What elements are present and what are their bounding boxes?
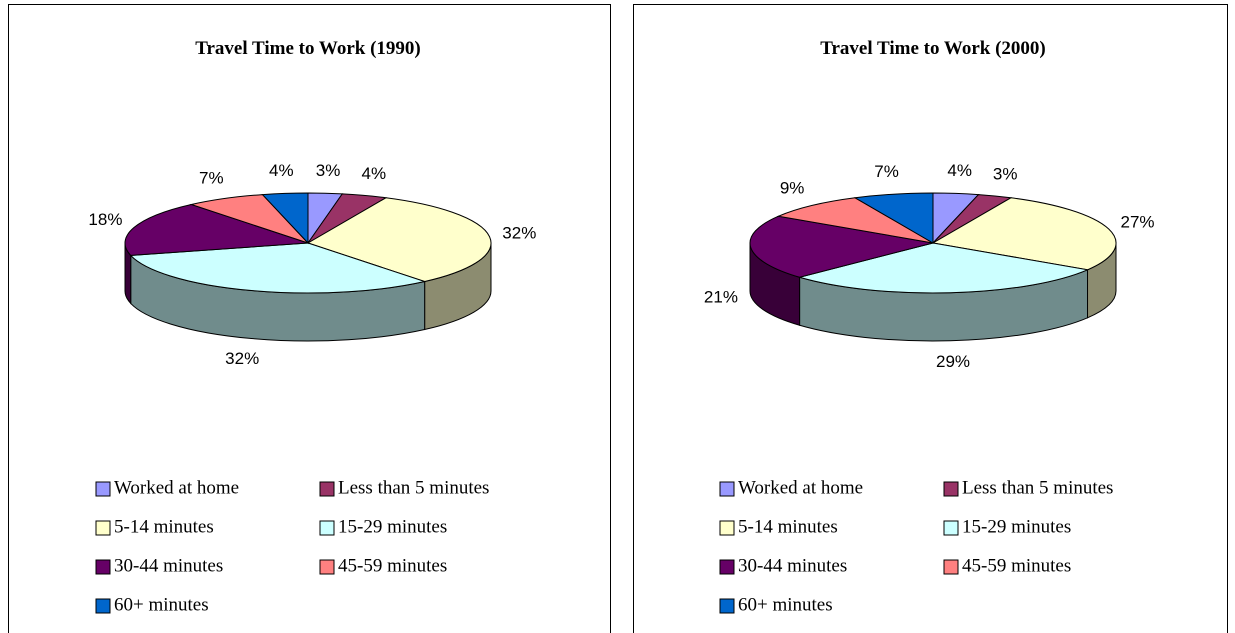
data-label: 9%: [780, 178, 805, 197]
data-label: 7%: [199, 168, 224, 187]
slice: [749, 215, 934, 278]
data-label: 27%: [1121, 212, 1155, 231]
legend-swatch: [95, 520, 111, 536]
slice: [306, 197, 492, 283]
legend-label: 15-29 minutes: [338, 516, 447, 537]
data-label: 32%: [225, 349, 259, 368]
chart-title: Travel Time to Work (2000): [820, 38, 1046, 59]
chart-title: Travel Time to Work (1990): [195, 38, 421, 59]
legend-swatch: [319, 481, 335, 497]
data-label: 3%: [993, 165, 1018, 184]
legend-swatch: [719, 559, 735, 575]
data-label: 3%: [316, 161, 341, 180]
data-label: 4%: [269, 161, 294, 180]
slice: [776, 197, 934, 244]
legend-label: Less than 5 minutes: [962, 477, 1113, 498]
data-label: 7%: [874, 162, 899, 181]
data-label: 32%: [502, 223, 536, 242]
data-label: 21%: [704, 287, 738, 306]
legend-swatch: [95, 598, 111, 614]
legend-label: Worked at home: [114, 477, 239, 498]
data-label: 29%: [936, 352, 970, 371]
legend-label: Less than 5 minutes: [338, 477, 489, 498]
legend-label: Worked at home: [738, 477, 863, 498]
legend-swatch: [319, 520, 335, 536]
data-label: 18%: [88, 210, 122, 229]
slice: [124, 203, 309, 256]
legend-swatch: [319, 559, 335, 575]
legend-label: 60+ minutes: [738, 594, 833, 615]
legend-label: 5-14 minutes: [738, 516, 838, 537]
legend-label: 60+ minutes: [114, 594, 209, 615]
legend-swatch: [943, 559, 959, 575]
slice: [129, 242, 427, 294]
legend-swatch: [719, 481, 735, 497]
legend-swatch: [943, 481, 959, 497]
legend-swatch: [719, 520, 735, 536]
legend-swatch: [719, 598, 735, 614]
slice: [797, 242, 1090, 294]
legend-swatch: [95, 481, 111, 497]
slice: [853, 192, 934, 244]
slice: [261, 192, 309, 245]
slice: [931, 197, 1117, 271]
legend-label: 45-59 minutes: [962, 555, 1071, 576]
legend-label: 30-44 minutes: [738, 555, 847, 576]
legend-label: 15-29 minutes: [962, 516, 1071, 537]
legend-swatch: [95, 559, 111, 575]
legend-label: 30-44 minutes: [114, 555, 223, 576]
legend-label: 45-59 minutes: [338, 555, 447, 576]
legend-label: 5-14 minutes: [114, 516, 214, 537]
data-label: 4%: [947, 161, 972, 180]
legend-swatch: [943, 520, 959, 536]
data-label: 4%: [362, 164, 387, 183]
